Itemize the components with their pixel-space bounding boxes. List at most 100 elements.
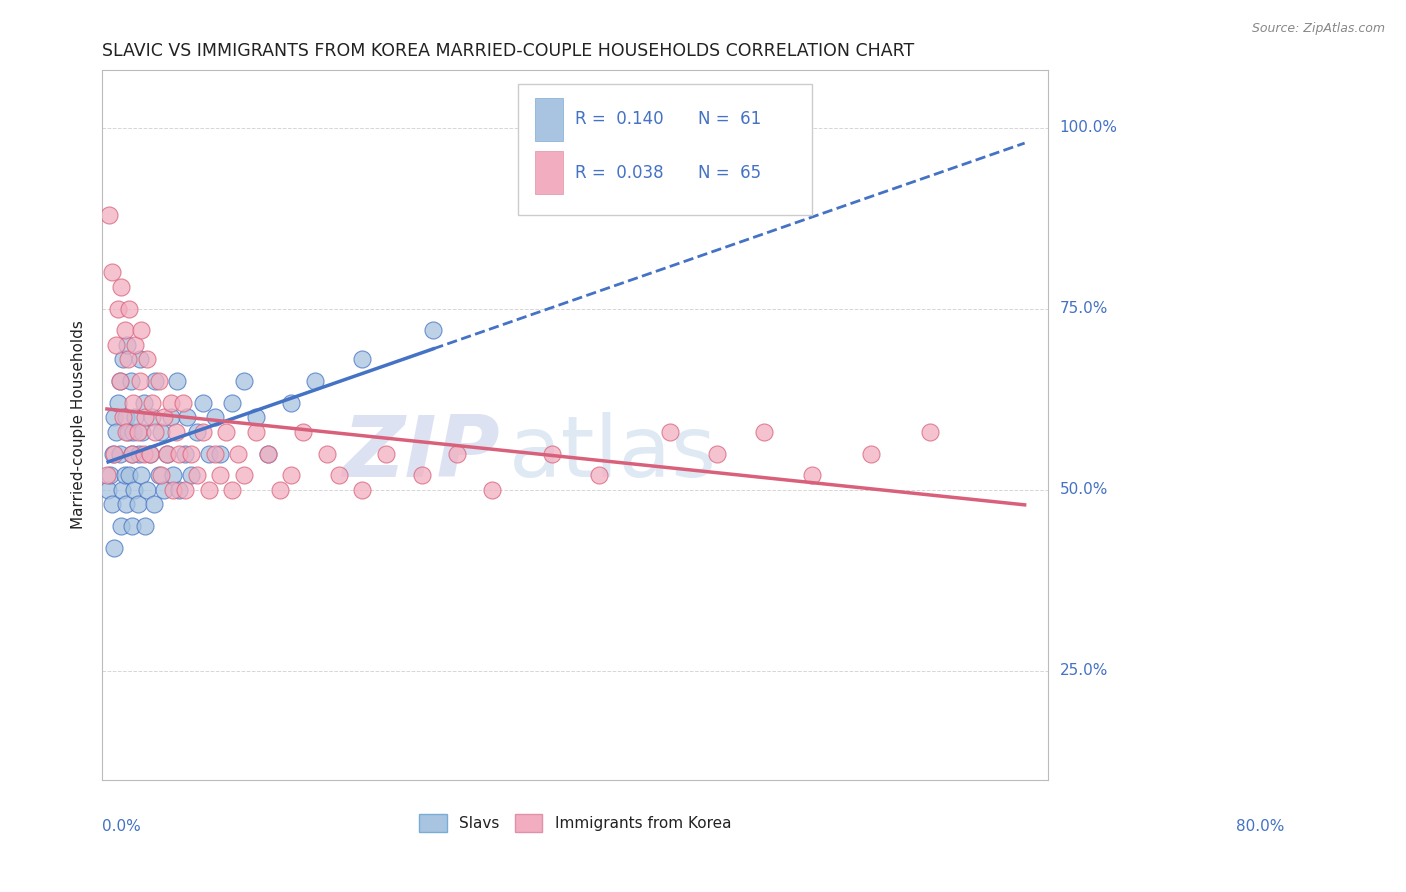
Point xyxy=(97,483,120,497)
Point xyxy=(129,468,152,483)
Point xyxy=(128,447,150,461)
Text: 80.0%: 80.0% xyxy=(1236,819,1285,834)
Point xyxy=(132,396,155,410)
Point xyxy=(256,447,278,461)
Point xyxy=(180,447,202,461)
Text: SLAVIC VS IMMIGRANTS FROM KOREA MARRIED-COUPLE HOUSEHOLDS CORRELATION CHART: SLAVIC VS IMMIGRANTS FROM KOREA MARRIED-… xyxy=(103,42,914,60)
Point xyxy=(800,468,823,483)
Point xyxy=(117,425,139,439)
Point xyxy=(280,396,302,410)
Point xyxy=(159,396,181,410)
Point xyxy=(197,447,219,461)
Text: 50.0%: 50.0% xyxy=(1059,483,1108,498)
Point xyxy=(167,447,190,461)
Point xyxy=(226,447,249,461)
Point xyxy=(215,425,238,439)
Point xyxy=(186,468,208,483)
Point xyxy=(103,410,125,425)
Point xyxy=(754,425,776,439)
Point xyxy=(107,301,129,316)
Point xyxy=(112,410,135,425)
Point xyxy=(269,483,291,497)
Point xyxy=(204,410,226,425)
Point xyxy=(162,483,184,497)
Point xyxy=(245,425,267,439)
Point xyxy=(186,425,208,439)
Point xyxy=(121,447,143,461)
Point xyxy=(706,447,728,461)
Point xyxy=(98,208,121,222)
Point xyxy=(162,468,184,483)
Point xyxy=(129,323,152,337)
FancyBboxPatch shape xyxy=(519,84,811,215)
Point xyxy=(446,447,468,461)
Point xyxy=(280,468,302,483)
Point xyxy=(138,447,160,461)
Point xyxy=(117,352,139,367)
Text: atlas: atlas xyxy=(509,411,717,494)
Point xyxy=(111,483,134,497)
Point xyxy=(134,519,156,533)
Text: R =  0.038: R = 0.038 xyxy=(575,163,664,182)
Y-axis label: Married-couple Households: Married-couple Households xyxy=(72,320,86,529)
Point xyxy=(150,425,173,439)
Point xyxy=(121,447,143,461)
Point xyxy=(122,483,145,497)
Point xyxy=(191,425,214,439)
Point xyxy=(132,447,155,461)
Point xyxy=(174,447,197,461)
Point xyxy=(204,447,226,461)
Point xyxy=(152,410,174,425)
Point xyxy=(352,483,374,497)
Point xyxy=(122,425,145,439)
Point xyxy=(107,396,129,410)
Point xyxy=(108,374,131,388)
Point xyxy=(859,447,882,461)
Point xyxy=(411,468,433,483)
Text: N =  65: N = 65 xyxy=(699,163,762,182)
Point xyxy=(292,425,315,439)
Point xyxy=(233,374,256,388)
Point xyxy=(221,483,243,497)
Point xyxy=(136,483,159,497)
Point xyxy=(129,374,152,388)
Point xyxy=(145,374,167,388)
Point xyxy=(156,447,179,461)
Point xyxy=(245,410,267,425)
Text: N =  61: N = 61 xyxy=(699,111,762,128)
Point xyxy=(176,410,198,425)
Point xyxy=(115,425,138,439)
Point xyxy=(120,374,142,388)
Text: ZIP: ZIP xyxy=(342,411,499,494)
Point xyxy=(422,323,444,337)
Point xyxy=(127,497,149,511)
Text: 75.0%: 75.0% xyxy=(1059,301,1108,317)
Legend: Slavs, Immigrants from Korea: Slavs, Immigrants from Korea xyxy=(419,814,731,832)
Point xyxy=(105,425,128,439)
Point xyxy=(233,468,256,483)
Point xyxy=(152,483,174,497)
Point xyxy=(114,468,136,483)
Point xyxy=(110,519,132,533)
Point xyxy=(221,396,243,410)
Point xyxy=(127,425,149,439)
Point xyxy=(304,374,326,388)
Point xyxy=(105,338,128,352)
Text: Source: ZipAtlas.com: Source: ZipAtlas.com xyxy=(1251,22,1385,36)
Point xyxy=(138,447,160,461)
Text: 100.0%: 100.0% xyxy=(1059,120,1118,135)
Point xyxy=(108,447,131,461)
Point xyxy=(540,447,562,461)
Point xyxy=(122,396,145,410)
Point xyxy=(124,338,146,352)
Point xyxy=(100,265,122,279)
Point xyxy=(166,374,188,388)
Point xyxy=(112,352,135,367)
Point xyxy=(191,396,214,410)
Point xyxy=(115,338,138,352)
Point xyxy=(115,410,138,425)
Point xyxy=(256,447,278,461)
Text: R =  0.140: R = 0.140 xyxy=(575,111,664,128)
Point xyxy=(108,374,131,388)
FancyBboxPatch shape xyxy=(534,98,562,141)
